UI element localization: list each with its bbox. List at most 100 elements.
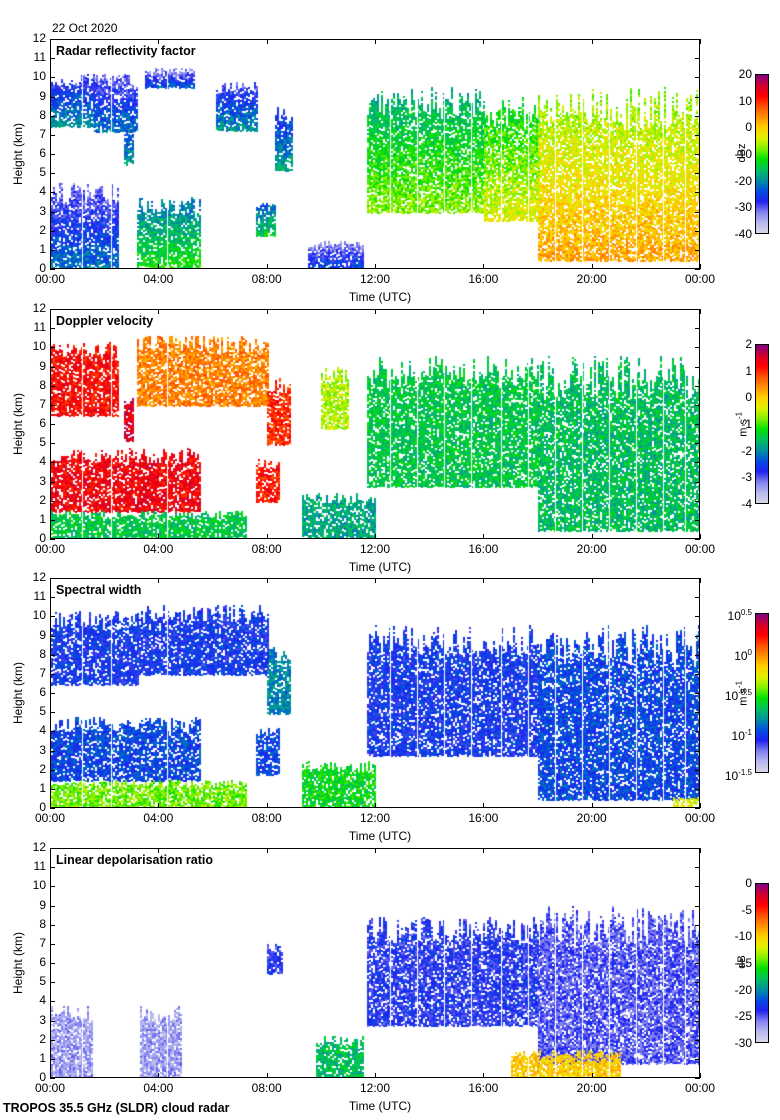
instrument-label: TROPOS 35.5 GHz (SLDR) cloud radar [3,1101,230,1115]
y-tick-mark [50,134,55,136]
x-tick-mark [700,578,701,583]
x-tick-label: 04:00 [143,1081,174,1095]
colorbar-tick-label: 0 [745,120,752,135]
y-tick-mark-right [695,309,700,310]
x-tick-mark [375,264,376,269]
x-tick-label: 16:00 [468,542,499,556]
y-tick-mark [50,654,55,656]
y-tick-label: 11 [33,859,46,874]
colorbar-tick-label: 100.5 [727,608,752,623]
x-tick-mark [266,39,268,44]
y-tick-mark-right [695,347,700,349]
plot-area [50,848,700,1078]
x-tick-mark [50,578,51,583]
y-tick-mark-right [695,943,700,945]
y-tick-mark-right [695,886,700,888]
y-tick-mark [50,769,55,771]
y-tick-mark [50,635,55,637]
x-tick-mark [591,39,593,44]
y-tick-label: 4 [39,454,46,469]
x-tick-mark [158,578,160,583]
y-tick-mark-right [695,750,700,752]
y-tick-mark-right [695,808,700,809]
y-tick-mark [50,750,55,752]
x-tick-mark [591,309,593,314]
y-tick-mark [50,886,55,888]
x-tick-mark [591,848,593,853]
x-tick-label: 00:00 [34,542,66,556]
plot-area [50,578,700,808]
colorbar-tick-label: 10 [738,93,752,108]
y-tick-mark-right [695,1020,700,1022]
y-tick-mark [50,597,55,599]
colorbar-tick-label: -3 [741,470,752,485]
y-tick-mark [50,712,55,714]
colorbar-tick-label: 10-0.5 [724,688,752,703]
y-tick-label: 12 [32,31,46,45]
y-tick-label: 0 [39,800,46,814]
panel-title: Radar reflectivity factor [56,44,196,58]
x-tick-label: 08:00 [251,272,282,286]
y-tick-mark [50,269,55,270]
colorbar-tick-label: 2 [745,337,752,351]
panel-title: Doppler velocity [56,314,154,328]
y-tick-mark-right [695,500,700,502]
y-tick-mark-right [695,211,700,213]
y-tick-label: 9 [39,627,46,642]
x-tick-mark [483,309,485,314]
y-tick-mark-right [695,848,700,849]
x-tick-mark [375,1073,376,1078]
colorbar-tick-label: -20 [734,982,752,997]
y-tick-mark [50,788,55,790]
y-tick-mark-right [695,96,700,98]
y-tick-mark [50,366,55,368]
x-tick-mark [700,264,701,269]
y-tick-mark [50,96,55,98]
x-tick-mark [50,803,51,808]
x-tick-mark [375,534,376,539]
y-tick-mark-right [695,269,700,270]
y-tick-label: 1 [39,1050,46,1065]
x-tick-mark [483,39,485,44]
y-tick-label: 10 [32,878,46,893]
colorbar-tick-label: 1 [745,363,752,378]
y-tick-mark [50,693,55,694]
y-tick-mark [50,249,55,251]
x-tick-mark [266,309,268,314]
y-tick-mark-right [695,1039,700,1041]
x-tick-mark [375,39,376,44]
colorbar-tick-label: 10-1 [731,728,752,743]
y-tick-mark [50,982,55,984]
y-tick-mark [50,443,55,445]
y-tick-label: 5 [39,165,46,180]
y-tick-label: 11 [33,589,46,604]
colorbar-tick-label: -30 [734,200,752,215]
y-tick-mark [50,58,55,60]
y-tick-label: 9 [39,88,46,103]
y-tick-mark-right [695,366,700,368]
y-tick-mark-right [695,693,700,694]
x-tick-mark [700,309,701,314]
heatmap-canvas [51,40,699,268]
x-tick-mark [158,803,160,808]
y-tick-label: 4 [39,993,46,1008]
y-tick-mark-right [695,173,700,175]
y-tick-mark-right [695,731,700,733]
colorbar-tick-label: -40 [734,227,752,241]
y-tick-mark [50,347,55,349]
y-tick-mark-right [695,635,700,637]
colorbar [755,613,769,773]
y-tick-mark [50,963,55,964]
x-tick-label: 16:00 [468,272,499,286]
y-tick-mark [50,230,55,232]
x-tick-mark [158,39,160,44]
y-tick-label: 4 [39,723,46,738]
x-tick-mark [50,264,51,269]
y-tick-label: 9 [39,358,46,373]
colorbar-label: dB [736,955,748,969]
panel-title: Spectral width [56,583,142,597]
x-tick-mark [375,309,376,314]
y-tick-label: 11 [33,50,46,65]
x-tick-mark [266,264,268,269]
